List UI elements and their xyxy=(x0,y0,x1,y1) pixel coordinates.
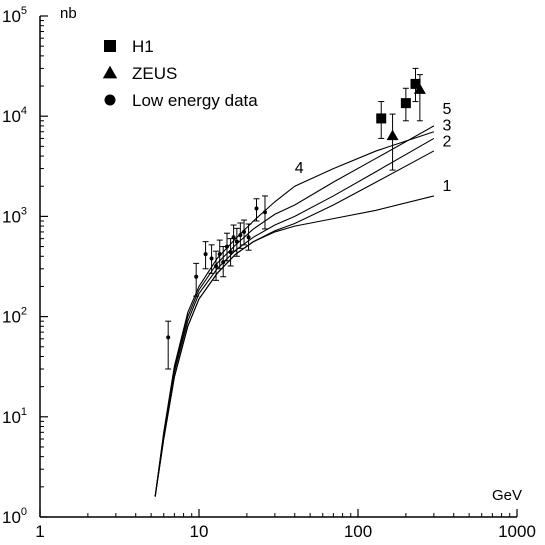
low-energy-point xyxy=(238,233,243,238)
legend-label: ZEUS xyxy=(132,64,177,83)
h1-point xyxy=(410,78,421,89)
low-energy-point xyxy=(214,263,219,268)
zeus-point xyxy=(386,129,399,141)
data-points xyxy=(165,67,426,370)
x-tick-label: 1000 xyxy=(498,522,536,541)
theory-curves xyxy=(154,125,435,497)
low-energy-point xyxy=(217,252,222,257)
curve-2 xyxy=(154,150,435,497)
y-tick-label: 103 xyxy=(2,205,27,226)
h1-point xyxy=(376,113,387,124)
low-energy-point xyxy=(203,252,208,257)
curve-5 xyxy=(154,125,435,497)
curve-label-4: 4 xyxy=(295,160,304,177)
y-tick-label: 101 xyxy=(2,406,27,427)
curve-labels: 4 532 1 xyxy=(295,101,452,195)
curve-label-5: 5 xyxy=(443,101,452,118)
curve-label-1: 1 xyxy=(443,178,452,195)
x-tick-label: 10 xyxy=(190,522,209,541)
low-energy-point xyxy=(194,274,199,279)
legend-label: Low energy data xyxy=(132,91,258,110)
low-energy-point xyxy=(234,239,239,244)
low-energy-point xyxy=(246,235,251,240)
low-energy-point xyxy=(166,335,171,340)
low-energy-point xyxy=(231,235,236,240)
curve-4 xyxy=(154,131,435,497)
y-axis-title: nb xyxy=(60,5,77,22)
x-axis-title: GeV xyxy=(492,487,522,504)
curve-label-2: 2 xyxy=(443,133,452,150)
y-tick-label: 102 xyxy=(2,306,27,327)
legend-label: H1 xyxy=(132,37,154,56)
curve-3 xyxy=(154,137,435,497)
y-tick-label: 100 xyxy=(2,506,27,527)
legend-marker-triangle xyxy=(102,65,118,79)
legend-marker-circle xyxy=(104,94,116,106)
low-energy-point xyxy=(254,206,259,211)
axes: 1 10 100 1000 100 101 102 103 104 105 nb GeV xyxy=(2,5,536,541)
curve-1 xyxy=(154,195,434,497)
low-energy-point xyxy=(209,256,214,261)
y-tick-label: 105 xyxy=(2,5,27,26)
x-tick-label: 100 xyxy=(344,522,372,541)
zeus-point xyxy=(413,83,426,94)
y-tick-label: 104 xyxy=(2,105,27,126)
legend-marker-square xyxy=(104,40,116,52)
legend: H1 ZEUS Low energy data xyxy=(102,37,258,110)
curve-label-3: 3 xyxy=(443,117,452,134)
low-energy-point xyxy=(224,244,229,249)
x-tick-label: 1 xyxy=(35,522,44,541)
low-energy-point xyxy=(242,229,247,234)
low-energy-point xyxy=(262,210,267,215)
h1-point xyxy=(400,98,411,109)
